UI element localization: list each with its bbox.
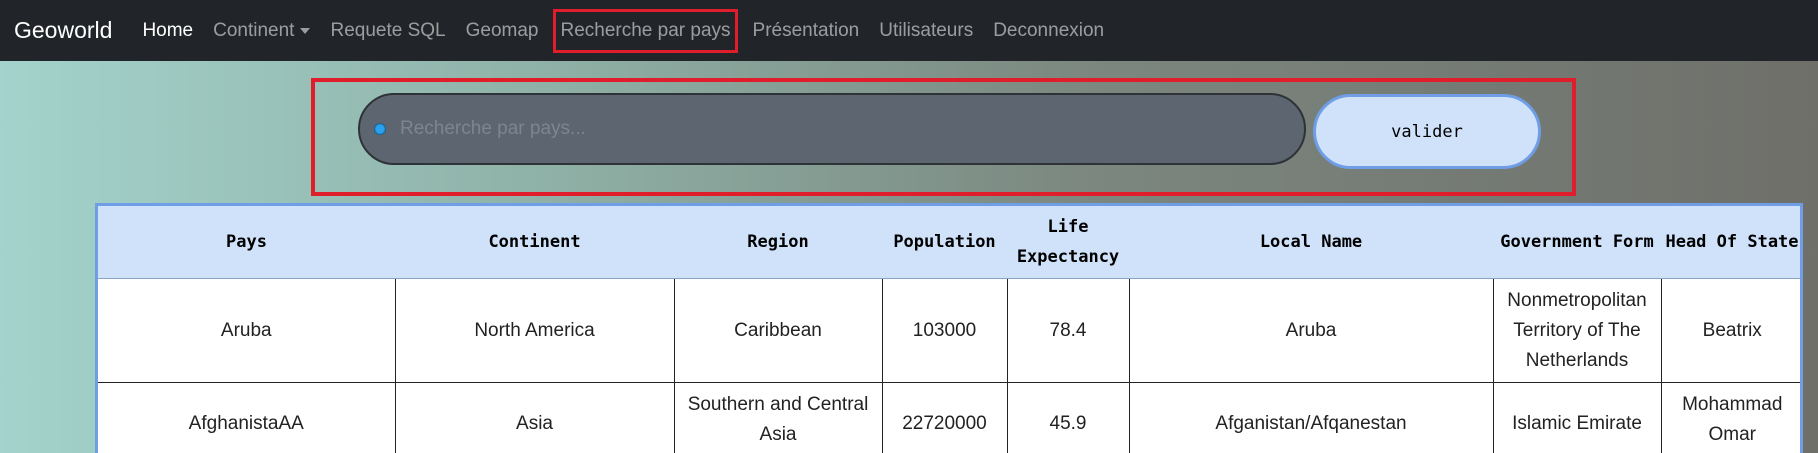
- nav-deconnexion[interactable]: Deconnexion: [993, 19, 1105, 41]
- table-header-row: Pays Continent Region Population Life Ex…: [98, 206, 1800, 279]
- cell-local-name: Aruba: [1129, 278, 1494, 383]
- cell-life-expectancy: 78.4: [1007, 278, 1130, 383]
- header-local-name[interactable]: Local Name: [1129, 206, 1493, 279]
- header-pays[interactable]: Pays: [98, 206, 395, 279]
- header-head-of-state[interactable]: Head Of State: [1661, 206, 1800, 279]
- search-input[interactable]: Recherche par pays...: [358, 93, 1306, 165]
- top-navbar: Geoworld Home Continent Requete SQL Geom…: [0, 0, 1818, 61]
- cell-head-of-state: Beatrix: [1661, 278, 1800, 383]
- cell-population: 103000: [882, 278, 1008, 383]
- table-row: AfghanistaAA Asia Southern and Central A…: [98, 382, 1800, 453]
- search-placeholder: Recherche par pays...: [400, 118, 586, 139]
- header-population[interactable]: Population: [882, 206, 1007, 279]
- nav-utilisateurs[interactable]: Utilisateurs: [879, 19, 974, 41]
- cell-population: 22720000: [882, 382, 1008, 453]
- cell-continent: Asia: [395, 382, 675, 453]
- nav-recherche-par-pays[interactable]: Recherche par pays: [553, 8, 738, 53]
- cell-life-expectancy: 45.9: [1007, 382, 1130, 453]
- cell-local-name: Afganistan/Afqanestan: [1129, 382, 1494, 453]
- country-table: Pays Continent Region Population Life Ex…: [95, 203, 1803, 453]
- cell-government-form: Islamic Emirate: [1493, 382, 1662, 453]
- cell-pays: AfghanistaAA: [98, 382, 396, 453]
- cell-region: Southern and Central Asia: [674, 382, 883, 453]
- cell-pays: Aruba: [98, 278, 396, 383]
- validate-button[interactable]: valider: [1313, 94, 1541, 169]
- nav-geomap[interactable]: Geomap: [465, 19, 539, 41]
- search-highlight-box: [311, 78, 1576, 196]
- header-region[interactable]: Region: [674, 206, 882, 279]
- header-life-expectancy[interactable]: Life Expectancy: [1007, 206, 1129, 279]
- brand-logo[interactable]: Geoworld: [14, 17, 113, 43]
- nav-continent-label: Continent: [213, 19, 295, 41]
- cell-continent: North America: [395, 278, 675, 383]
- nav-presentation[interactable]: Présentation: [752, 19, 860, 41]
- nav-requete-sql[interactable]: Requete SQL: [330, 19, 446, 41]
- header-government-form[interactable]: Government Form: [1493, 206, 1661, 279]
- cell-government-form: Nonmetropolitan Territory of The Netherl…: [1493, 278, 1662, 383]
- nav-continent-dropdown[interactable]: Continent: [213, 19, 311, 42]
- nav-home[interactable]: Home: [142, 19, 194, 41]
- cell-head-of-state: Mohammad Omar: [1661, 382, 1800, 453]
- header-continent[interactable]: Continent: [395, 206, 674, 279]
- table-row: Aruba North America Caribbean 103000 78.…: [98, 278, 1800, 383]
- search-dot-icon: [374, 123, 386, 135]
- cell-region: Caribbean: [674, 278, 883, 383]
- chevron-down-icon: [300, 27, 311, 34]
